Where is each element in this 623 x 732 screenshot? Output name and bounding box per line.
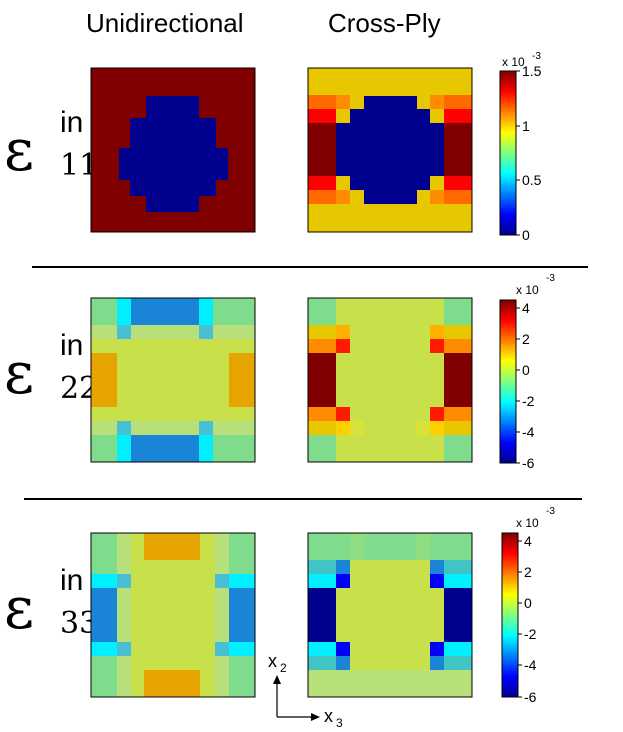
map-eps33-unidirectional — [90, 532, 256, 698]
x2-arrowhead — [273, 675, 281, 684]
column-title-cross-ply: Cross-Ply — [328, 8, 441, 38]
epsilon-symbol: ε — [4, 574, 34, 642]
superscript-in: in — [60, 106, 83, 139]
map-eps33-cross-ply — [307, 532, 473, 698]
colorbar-scale-exponent: -3 — [546, 506, 555, 517]
row-label-eps33: ε in 33 — [4, 564, 98, 642]
x2-label: x — [268, 651, 277, 671]
colorbar-tick: 0 — [522, 227, 530, 243]
colorbar-tick: -2 — [522, 393, 535, 409]
colorbar-eps11: x 10 -3 1.5 1 0.5 0 — [499, 51, 542, 243]
row-label-eps22: ε in 22 — [4, 329, 98, 407]
colorbar-tick: 2 — [524, 564, 532, 580]
x3-label: x — [324, 706, 333, 726]
colorbar-tick: -6 — [522, 455, 535, 471]
colorbar-tick: -4 — [524, 657, 537, 673]
x3-arrowhead — [311, 713, 320, 721]
colorbar-eps22: x 10 -3 4 2 0 -2 -4 -6 — [499, 273, 555, 471]
colorbar-scale-label: x 10 — [516, 283, 539, 297]
colorbar-tick: 1.5 — [522, 63, 542, 79]
colorbar-tick: 0 — [524, 595, 532, 611]
column-title-unidirectional: Unidirectional — [86, 8, 244, 38]
map-eps22-cross-ply — [307, 297, 473, 463]
epsilon-symbol: ε — [4, 116, 34, 184]
colorbar-tick: 2 — [522, 331, 530, 347]
x2-label-sub: 2 — [280, 661, 287, 675]
map-eps11-unidirectional — [90, 67, 256, 233]
colorbar-scale-label: x 10 — [502, 55, 525, 69]
map-eps22-unidirectional — [90, 297, 256, 463]
colorbar-tick: 0 — [522, 362, 530, 378]
x3-label-sub: 3 — [336, 716, 343, 730]
colorbar-tick: 4 — [524, 533, 532, 549]
colorbar-tick: 1 — [522, 118, 530, 134]
colorbar-tick: -4 — [522, 424, 535, 440]
colorbar-tick: 0.5 — [522, 172, 542, 188]
coordinate-axes: x 2 x 3 — [268, 651, 343, 730]
colorbar-scale-label: x 10 — [516, 516, 539, 530]
colorbar-scale-exponent: -3 — [546, 273, 555, 284]
epsilon-symbol: ε — [4, 339, 34, 407]
superscript-in: in — [60, 564, 83, 597]
map-eps11-cross-ply — [307, 67, 473, 233]
superscript-in: in — [60, 329, 83, 362]
colorbar-tick: -6 — [524, 689, 537, 705]
colorbar-eps33: x 10 -3 4 2 0 -2 -4 -6 — [501, 506, 555, 705]
colorbar-scale-exponent: -3 — [532, 51, 541, 62]
colorbar-tick: 4 — [522, 300, 530, 316]
colorbar-tick: -2 — [524, 626, 537, 642]
row-label-eps11: ε in 11 — [4, 106, 98, 184]
